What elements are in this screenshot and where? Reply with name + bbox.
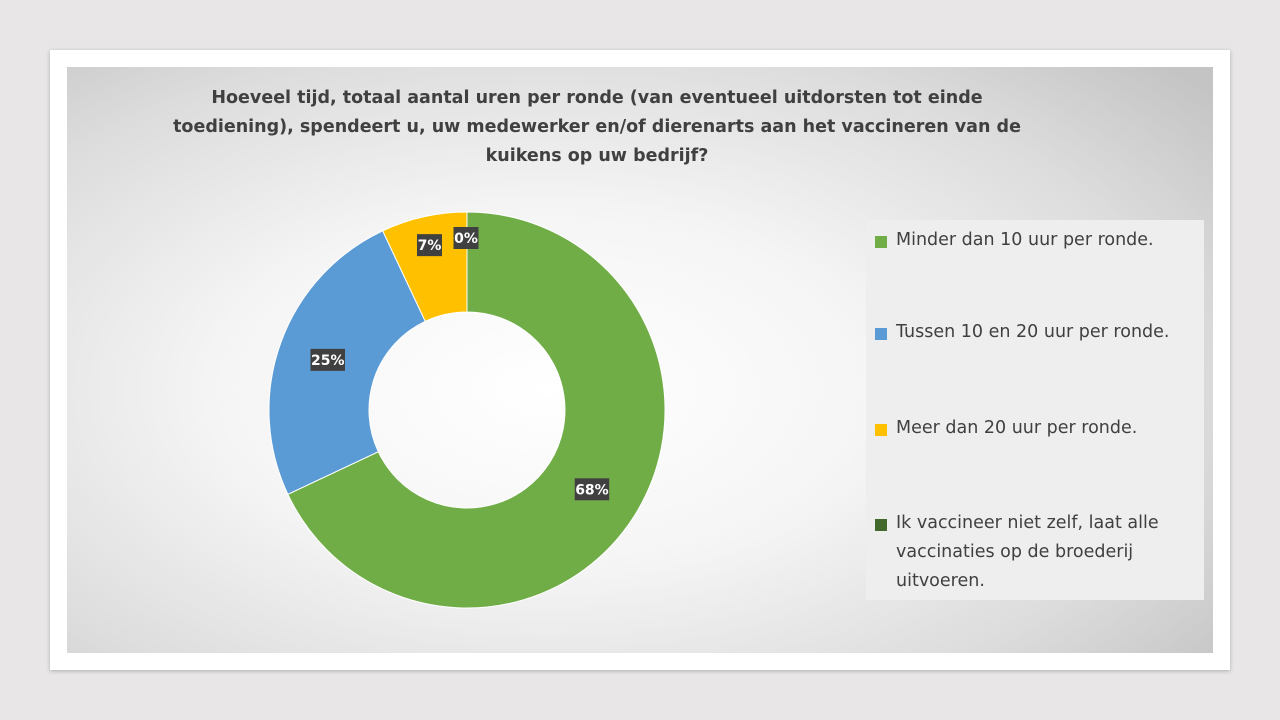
data-label-2: 7% xyxy=(416,234,442,257)
data-label-text-3: 0% xyxy=(454,231,478,247)
data-label-text-2: 7% xyxy=(418,238,442,254)
legend-label-0: Minder dan 10 uur per ronde. xyxy=(896,230,1154,250)
data-label-bg-3 xyxy=(453,227,479,249)
data-label-bg-2 xyxy=(416,234,442,257)
slide: Hoeveel tijd, totaal aantal uren per ron… xyxy=(50,50,1230,670)
data-label-0: 68% xyxy=(574,478,610,501)
legend-swatch-2 xyxy=(875,424,887,436)
data-label-text-1: 25% xyxy=(311,353,345,369)
chart-area: Hoeveel tijd, totaal aantal uren per ron… xyxy=(67,67,1213,653)
legend-item-3: Ik vaccineer niet zelf, laat alle vaccin… xyxy=(875,509,1205,596)
data-label-text-0: 68% xyxy=(575,482,609,498)
slice-1 xyxy=(268,230,426,495)
legend-item-0: Minder dan 10 uur per ronde. xyxy=(875,226,1205,255)
legend-label-2: Meer dan 20 uur per ronde. xyxy=(896,418,1138,438)
data-label-1: 25% xyxy=(310,348,345,371)
slice-2 xyxy=(382,211,468,322)
legend: Minder dan 10 uur per ronde. Tussen 10 e… xyxy=(866,220,1204,600)
data-label-bg-1 xyxy=(310,348,345,371)
chart-title: Hoeveel tijd, totaal aantal uren per ron… xyxy=(173,88,1021,166)
slice-0 xyxy=(287,211,666,609)
legend-label-3: Ik vaccineer niet zelf, laat alle vaccin… xyxy=(896,513,1159,591)
legend-swatch-1 xyxy=(875,328,887,340)
legend-label-1: Tussen 10 en 20 uur per ronde. xyxy=(896,322,1170,342)
donut-chart: 68% 25% 7% 0% xyxy=(268,211,666,609)
legend-swatch-0 xyxy=(875,236,887,248)
legend-swatch-3 xyxy=(875,519,887,531)
legend-item-1: Tussen 10 en 20 uur per ronde. xyxy=(875,318,1205,347)
data-label-3: 0% xyxy=(453,227,479,249)
data-label-bg-0 xyxy=(574,478,610,501)
legend-item-2: Meer dan 20 uur per ronde. xyxy=(875,414,1205,443)
